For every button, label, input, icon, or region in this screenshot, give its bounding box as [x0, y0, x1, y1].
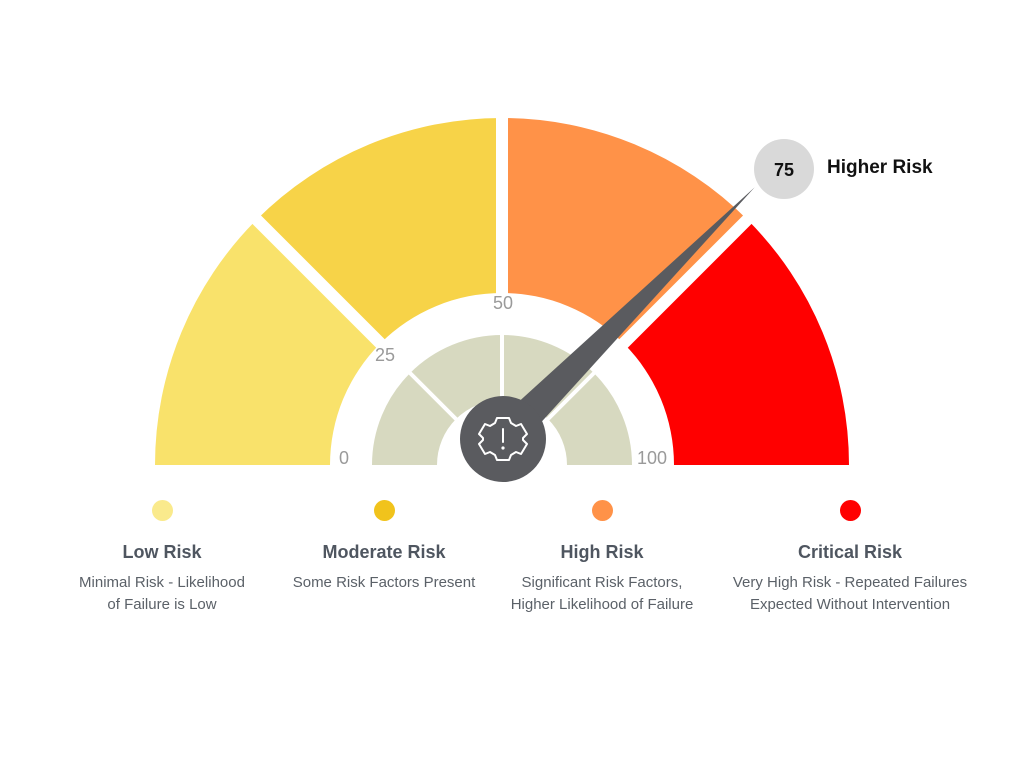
gauge-segment-2 — [256, 118, 502, 344]
legend-item-critical-risk: Critical Risk Very High Risk - Repeated … — [730, 498, 970, 616]
gauge-segment-gap — [610, 206, 761, 357]
legend-description-line: Very High Risk - Repeated Failures — [732, 574, 968, 591]
gauge-inner-segment-gap — [401, 364, 465, 428]
legend-description-line: of Failure is Low — [107, 596, 217, 613]
tick-label-25: 25 — [375, 345, 395, 365]
tick-label-0: 0 — [339, 448, 349, 468]
gauge-segment-gap — [243, 206, 394, 357]
legend-item-moderate-risk: Moderate Risk Some Risk Factors Present — [264, 498, 504, 594]
legend-title: Moderate Risk — [322, 542, 446, 562]
gauge-value-label: Higher Risk — [827, 157, 933, 178]
tick-label-100: 100 — [637, 448, 667, 468]
legend-description-line: Significant Risk Factors, — [521, 574, 683, 591]
legend-title: Low Risk — [122, 542, 202, 562]
gauge-value: 75 — [774, 160, 794, 180]
gauge-segment-1 — [155, 219, 381, 465]
gear-alert-icon — [460, 396, 546, 482]
gauge-inner-segment-gap — [539, 364, 603, 428]
tick-label-50: 50 — [493, 293, 513, 313]
legend-description: Some Risk Factors Present — [264, 572, 504, 594]
gauge-segment-4 — [623, 219, 849, 465]
legend-title: High Risk — [560, 542, 644, 562]
legend-description-line: Expected Without Intervention — [749, 596, 951, 613]
gauge-needle — [490, 187, 755, 452]
legend-title: Critical Risk — [797, 542, 903, 562]
legend-dot-moderate — [373, 500, 395, 521]
legend-description: Very High Risk - Repeated Failures Expec… — [730, 572, 970, 616]
gauge-inner-segment-1 — [372, 373, 457, 465]
legend-description-line: Some Risk Factors Present — [292, 574, 476, 591]
legend-item-low-risk: Low Risk Minimal Risk - Likelihood of Fa… — [42, 498, 282, 616]
legend-description-line: Higher Likelihood of Failure — [510, 596, 694, 613]
legend-description: Minimal Risk - Likelihood of Failure is … — [42, 572, 282, 616]
legend-dot-low — [151, 500, 173, 521]
legend-dot-critical — [839, 500, 861, 521]
legend-description: Significant Risk Factors, Higher Likelih… — [482, 572, 722, 616]
legend-dot-high — [591, 500, 613, 521]
legend-item-high-risk: High Risk Significant Risk Factors, High… — [482, 498, 722, 616]
gauge-inner-segment-2 — [410, 335, 502, 420]
gauge-segment-3 — [502, 118, 748, 344]
gauge-inner-segment-4 — [547, 373, 632, 465]
value-badge: 75 — [754, 139, 814, 199]
legend-description-line: Minimal Risk - Likelihood — [79, 574, 245, 591]
